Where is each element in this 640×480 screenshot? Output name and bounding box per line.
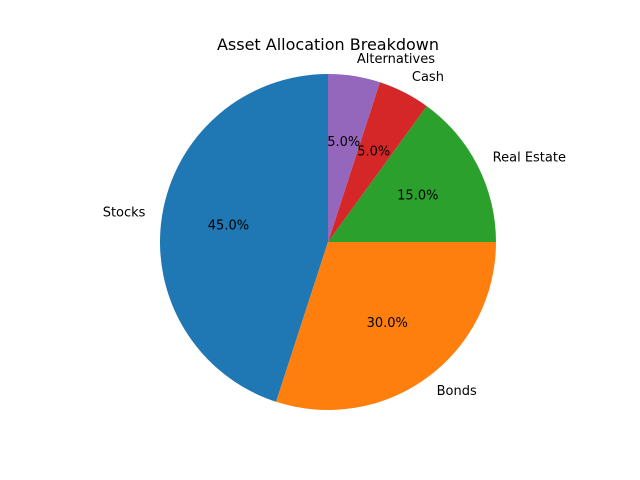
percent-label-real-estate: 15.0% (397, 189, 438, 204)
slice-label-real-estate: Real Estate (493, 151, 566, 166)
percent-label-cash: 5.0% (357, 145, 390, 160)
pie-slice-cash (328, 82, 427, 242)
slice-label-cash: Cash (412, 70, 444, 85)
slice-label-alternatives: Alternatives (357, 52, 435, 67)
percent-label-stocks: 45.0% (208, 219, 249, 234)
slice-label-bonds: Bonds (437, 384, 477, 399)
pie-slice-alternatives (328, 74, 380, 242)
pie-slice-stocks (160, 74, 328, 402)
pie-slice-bonds (276, 242, 496, 410)
chart-title: Asset Allocation Breakdown (217, 35, 439, 54)
slice-label-stocks: Stocks (103, 206, 146, 221)
pie-slice-real-estate (328, 106, 496, 242)
percent-label-alternatives: 5.0% (327, 135, 360, 150)
pie-labels: Stocks 45.0% Bonds 30.0% Real Estate 15.0% Cas… (103, 52, 566, 399)
percent-label-bonds: 30.0% (367, 316, 408, 331)
pie-slices (160, 74, 496, 410)
